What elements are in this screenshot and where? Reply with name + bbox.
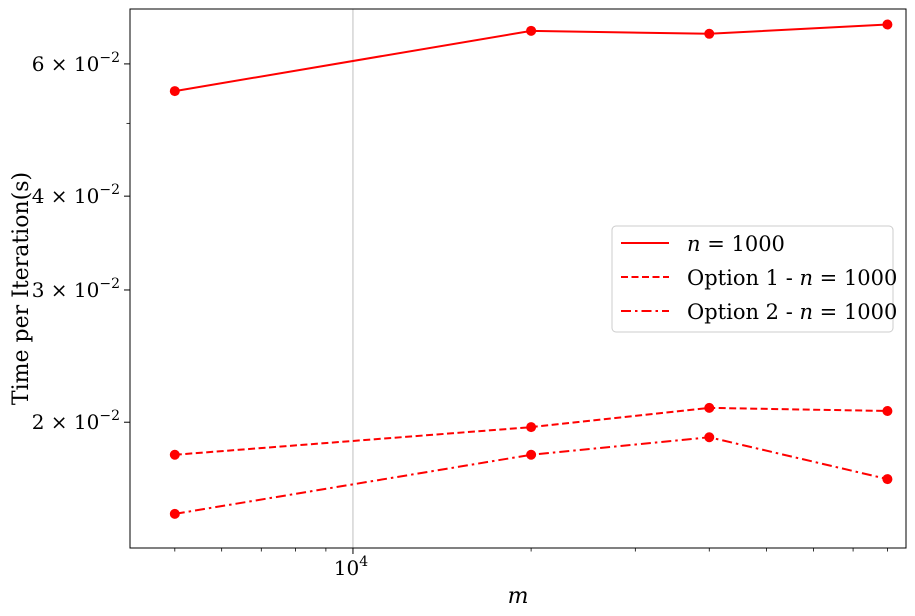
- series-line-2: [174, 406, 888, 456]
- data-point: [169, 86, 180, 97]
- legend-label-1: n = 1000: [687, 232, 785, 256]
- data-point: [169, 508, 180, 519]
- legend-label-2: Option 1 - n = 1000: [687, 266, 897, 290]
- data-point: [704, 432, 715, 443]
- tick-layer: 104 2 × 10−2 3 × 10−2 4 × 10−2 6 × 10−2: [32, 50, 888, 580]
- series-line-1: [174, 23, 888, 93]
- data-point: [704, 402, 715, 413]
- data-point: [526, 449, 537, 460]
- plot-frame: [129, 8, 907, 549]
- y-tick-label: 2 × 10−2: [32, 408, 120, 434]
- legend: n = 1000 Option 1 - n = 1000 Option 2 - n …: [611, 225, 897, 333]
- data-point: [882, 19, 893, 30]
- series-layer: [169, 19, 893, 519]
- x-tick-label: 104: [334, 554, 368, 580]
- data-point: [882, 474, 893, 485]
- y-axis-label: Time per Iteration(s): [9, 172, 34, 405]
- x-axis-label: m: [508, 584, 529, 609]
- y-tick-label: 6 × 10−2: [32, 50, 120, 76]
- data-point: [526, 25, 537, 36]
- data-point: [526, 422, 537, 433]
- data-point: [882, 405, 893, 416]
- y-tick-label: 4 × 10−2: [32, 182, 120, 208]
- data-point: [169, 449, 180, 460]
- y-tick-label: 3 × 10−2: [32, 276, 120, 302]
- data-point: [704, 28, 715, 39]
- series-line-3: [174, 436, 888, 515]
- legend-box: [611, 225, 894, 333]
- legend-label-3: Option 2 - n = 1000: [687, 300, 897, 324]
